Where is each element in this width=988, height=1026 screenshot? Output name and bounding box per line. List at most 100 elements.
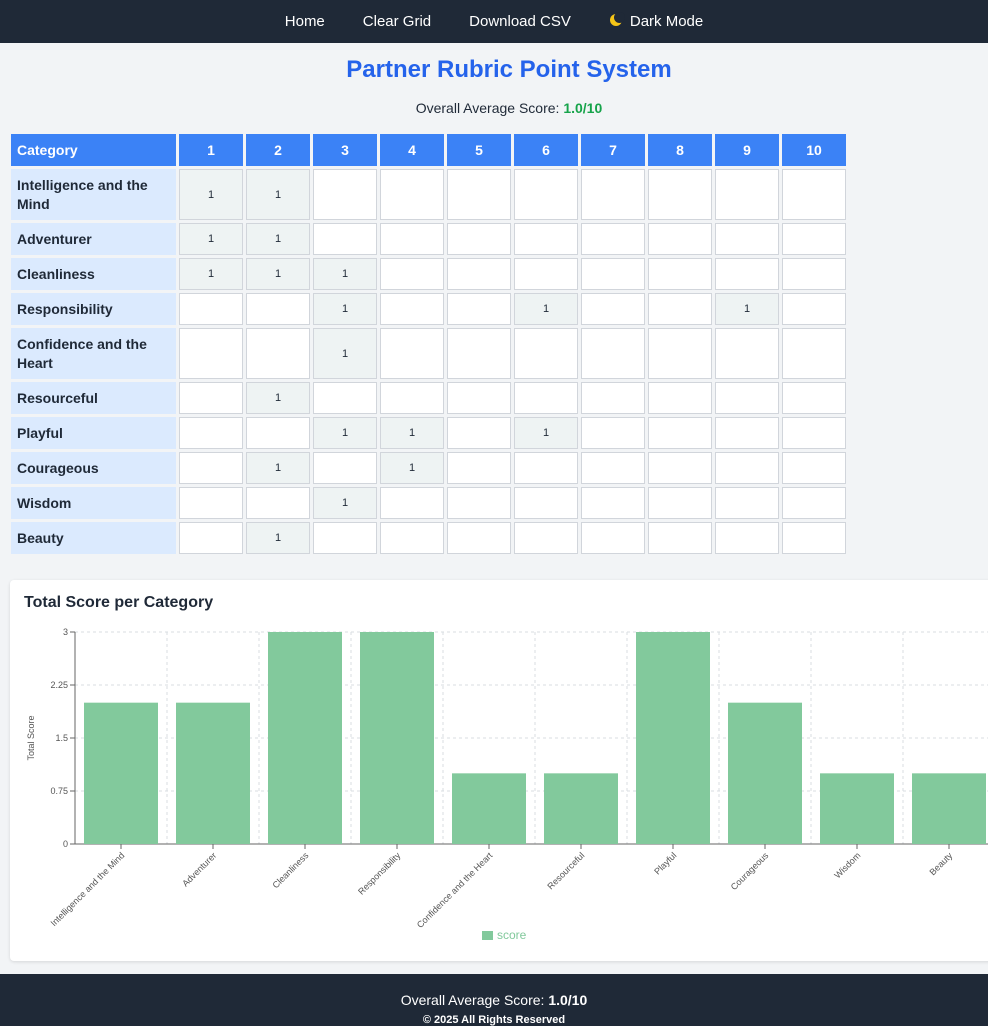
score-cell[interactable]: 1 bbox=[179, 223, 243, 255]
score-cell[interactable] bbox=[447, 417, 511, 449]
score-cell[interactable] bbox=[246, 417, 310, 449]
score-cell[interactable]: 1 bbox=[246, 522, 310, 554]
score-cell[interactable] bbox=[782, 417, 846, 449]
score-cell[interactable] bbox=[179, 417, 243, 449]
score-cell[interactable]: 1 bbox=[313, 417, 377, 449]
score-cell[interactable] bbox=[715, 487, 779, 519]
score-cell[interactable] bbox=[447, 169, 511, 220]
score-cell[interactable] bbox=[581, 452, 645, 484]
score-cell[interactable] bbox=[581, 293, 645, 325]
score-cell[interactable] bbox=[246, 487, 310, 519]
score-cell[interactable]: 1 bbox=[313, 487, 377, 519]
score-cell[interactable] bbox=[782, 258, 846, 290]
score-cell[interactable] bbox=[782, 223, 846, 255]
score-cell[interactable] bbox=[380, 258, 444, 290]
dark-mode-toggle[interactable]: Dark Mode bbox=[609, 12, 703, 30]
score-cell[interactable] bbox=[581, 328, 645, 379]
score-cell[interactable] bbox=[179, 522, 243, 554]
score-cell[interactable] bbox=[648, 452, 712, 484]
score-cell[interactable] bbox=[447, 487, 511, 519]
score-cell[interactable] bbox=[715, 169, 779, 220]
score-cell[interactable] bbox=[514, 223, 578, 255]
score-cell[interactable] bbox=[447, 382, 511, 414]
score-cell[interactable] bbox=[782, 328, 846, 379]
score-cell[interactable] bbox=[514, 522, 578, 554]
score-cell[interactable] bbox=[581, 258, 645, 290]
score-cell[interactable] bbox=[581, 169, 645, 220]
score-cell[interactable] bbox=[648, 223, 712, 255]
score-cell[interactable] bbox=[246, 293, 310, 325]
score-cell[interactable] bbox=[782, 487, 846, 519]
score-cell[interactable] bbox=[380, 223, 444, 255]
score-cell[interactable] bbox=[380, 293, 444, 325]
score-cell[interactable] bbox=[514, 382, 578, 414]
score-cell[interactable] bbox=[648, 258, 712, 290]
score-cell[interactable] bbox=[380, 169, 444, 220]
score-cell[interactable] bbox=[782, 169, 846, 220]
score-cell[interactable] bbox=[648, 293, 712, 325]
score-cell[interactable] bbox=[313, 452, 377, 484]
score-cell[interactable] bbox=[179, 293, 243, 325]
score-cell[interactable] bbox=[581, 522, 645, 554]
score-cell[interactable] bbox=[715, 452, 779, 484]
score-cell[interactable] bbox=[380, 328, 444, 379]
score-cell[interactable]: 1 bbox=[246, 452, 310, 484]
score-cell[interactable] bbox=[782, 522, 846, 554]
score-cell[interactable] bbox=[380, 382, 444, 414]
score-cell[interactable] bbox=[581, 487, 645, 519]
score-cell[interactable]: 1 bbox=[313, 258, 377, 290]
score-cell[interactable]: 1 bbox=[313, 293, 377, 325]
score-cell[interactable]: 1 bbox=[246, 223, 310, 255]
score-cell[interactable]: 1 bbox=[179, 169, 243, 220]
score-cell[interactable]: 1 bbox=[313, 328, 377, 379]
score-cell[interactable] bbox=[313, 522, 377, 554]
score-cell[interactable] bbox=[313, 223, 377, 255]
score-cell[interactable] bbox=[648, 328, 712, 379]
score-cell[interactable] bbox=[648, 487, 712, 519]
score-cell[interactable] bbox=[447, 328, 511, 379]
score-cell[interactable] bbox=[648, 417, 712, 449]
score-cell[interactable] bbox=[447, 522, 511, 554]
score-cell[interactable]: 1 bbox=[514, 417, 578, 449]
score-cell[interactable] bbox=[514, 258, 578, 290]
score-cell[interactable] bbox=[179, 328, 243, 379]
score-cell[interactable] bbox=[179, 487, 243, 519]
score-cell[interactable] bbox=[581, 417, 645, 449]
score-cell[interactable] bbox=[648, 382, 712, 414]
score-cell[interactable] bbox=[514, 328, 578, 379]
score-cell[interactable] bbox=[179, 382, 243, 414]
score-cell[interactable] bbox=[313, 382, 377, 414]
score-cell[interactable] bbox=[715, 223, 779, 255]
score-cell[interactable] bbox=[648, 522, 712, 554]
download-csv-button[interactable]: Download CSV bbox=[469, 13, 571, 30]
score-cell[interactable] bbox=[648, 169, 712, 220]
score-cell[interactable]: 1 bbox=[246, 258, 310, 290]
score-cell[interactable]: 1 bbox=[514, 293, 578, 325]
score-cell[interactable]: 1 bbox=[715, 293, 779, 325]
score-cell[interactable]: 1 bbox=[246, 169, 310, 220]
score-cell[interactable] bbox=[715, 328, 779, 379]
score-cell[interactable] bbox=[447, 452, 511, 484]
nav-home-link[interactable]: Home bbox=[284, 13, 325, 30]
score-cell[interactable] bbox=[581, 382, 645, 414]
score-cell[interactable] bbox=[581, 223, 645, 255]
score-cell[interactable] bbox=[447, 223, 511, 255]
score-cell[interactable] bbox=[715, 417, 779, 449]
score-cell[interactable] bbox=[447, 293, 511, 325]
score-cell[interactable]: 1 bbox=[380, 452, 444, 484]
score-cell[interactable] bbox=[514, 169, 578, 220]
score-cell[interactable] bbox=[447, 258, 511, 290]
score-cell[interactable] bbox=[782, 382, 846, 414]
score-cell[interactable] bbox=[715, 258, 779, 290]
score-cell[interactable] bbox=[514, 487, 578, 519]
score-cell[interactable] bbox=[380, 487, 444, 519]
clear-grid-button[interactable]: Clear Grid bbox=[362, 13, 432, 30]
score-cell[interactable]: 1 bbox=[380, 417, 444, 449]
score-cell[interactable] bbox=[380, 522, 444, 554]
score-cell[interactable] bbox=[782, 293, 846, 325]
score-cell[interactable] bbox=[715, 522, 779, 554]
score-cell[interactable]: 1 bbox=[246, 382, 310, 414]
score-cell[interactable] bbox=[246, 328, 310, 379]
score-cell[interactable]: 1 bbox=[179, 258, 243, 290]
score-cell[interactable] bbox=[715, 382, 779, 414]
